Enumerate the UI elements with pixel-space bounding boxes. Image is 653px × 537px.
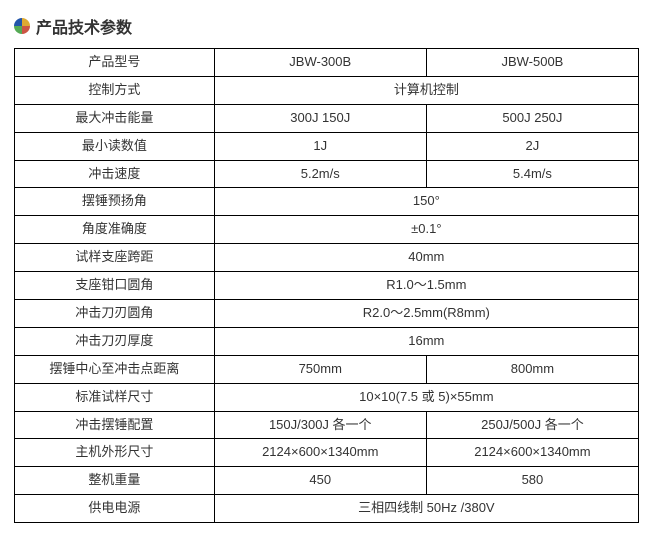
row-label: 产品型号 [15,49,215,77]
section-header: 产品技术参数 [14,14,639,38]
row-label: 供电电源 [15,495,215,523]
row-value: 10×10(7.5 或 5)×55mm [214,383,638,411]
row-label: 标准试样尺寸 [15,383,215,411]
table-row: 摆锤中心至冲击点距离750mm800mm [15,355,639,383]
row-label: 最大冲击能量 [15,104,215,132]
row-label: 冲击刀刃厚度 [15,327,215,355]
row-value: 计算机控制 [214,76,638,104]
row-label: 冲击刀刃圆角 [15,300,215,328]
table-row: 整机重量450580 [15,467,639,495]
row-value-2: 5.4m/s [426,160,638,188]
row-label: 摆锤中心至冲击点距离 [15,355,215,383]
row-value: 三相四线制 50Hz /380V [214,495,638,523]
row-value: R2.0～2.5mm(R8mm) [214,300,638,328]
row-label: 试样支座跨距 [15,244,215,272]
row-label: 冲击速度 [15,160,215,188]
table-row: 冲击刀刃圆角R2.0～2.5mm(R8mm) [15,300,639,328]
row-value-1: 2124×600×1340mm [214,439,426,467]
row-label: 支座钳口圆角 [15,272,215,300]
table-row: 标准试样尺寸10×10(7.5 或 5)×55mm [15,383,639,411]
row-label: 角度准确度 [15,216,215,244]
table-row: 试样支座跨距40mm [15,244,639,272]
table-row: 支座钳口圆角R1.0～1.5mm [15,272,639,300]
row-value: 16mm [214,327,638,355]
table-row: 角度准确度±0.1° [15,216,639,244]
row-value-1: 5.2m/s [214,160,426,188]
table-row: 产品型号JBW-300BJBW-500B [15,49,639,77]
table-row: 冲击速度5.2m/s5.4m/s [15,160,639,188]
table-row: 最大冲击能量300J 150J500J 250J [15,104,639,132]
section-title: 产品技术参数 [36,14,132,38]
row-label: 整机重量 [15,467,215,495]
row-value-2: 800mm [426,355,638,383]
row-value-2: 250J/500J 各一个 [426,411,638,439]
row-value-1: 1J [214,132,426,160]
row-value-1: 450 [214,467,426,495]
row-label: 最小读数值 [15,132,215,160]
row-value-2: JBW-500B [426,49,638,77]
table-row: 冲击刀刃厚度16mm [15,327,639,355]
table-row: 最小读数值1J2J [15,132,639,160]
row-label: 摆锤预扬角 [15,188,215,216]
row-value-2: 580 [426,467,638,495]
table-row: 供电电源三相四线制 50Hz /380V [15,495,639,523]
row-value: 150° [214,188,638,216]
spec-table: 产品型号JBW-300BJBW-500B控制方式计算机控制最大冲击能量300J … [14,48,639,523]
row-value: R1.0～1.5mm [214,272,638,300]
row-value-2: 2J [426,132,638,160]
table-row: 摆锤预扬角150° [15,188,639,216]
table-row: 控制方式计算机控制 [15,76,639,104]
row-value-2: 2124×600×1340mm [426,439,638,467]
table-row: 主机外形尺寸2124×600×1340mm2124×600×1340mm [15,439,639,467]
table-row: 冲击摆锤配置150J/300J 各一个250J/500J 各一个 [15,411,639,439]
row-value-1: JBW-300B [214,49,426,77]
row-value: ±0.1° [214,216,638,244]
row-value-1: 750mm [214,355,426,383]
row-label: 冲击摆锤配置 [15,411,215,439]
row-label: 控制方式 [15,76,215,104]
row-value-2: 500J 250J [426,104,638,132]
bullet-icon [14,18,30,34]
row-label: 主机外形尺寸 [15,439,215,467]
row-value-1: 300J 150J [214,104,426,132]
row-value-1: 150J/300J 各一个 [214,411,426,439]
row-value: 40mm [214,244,638,272]
